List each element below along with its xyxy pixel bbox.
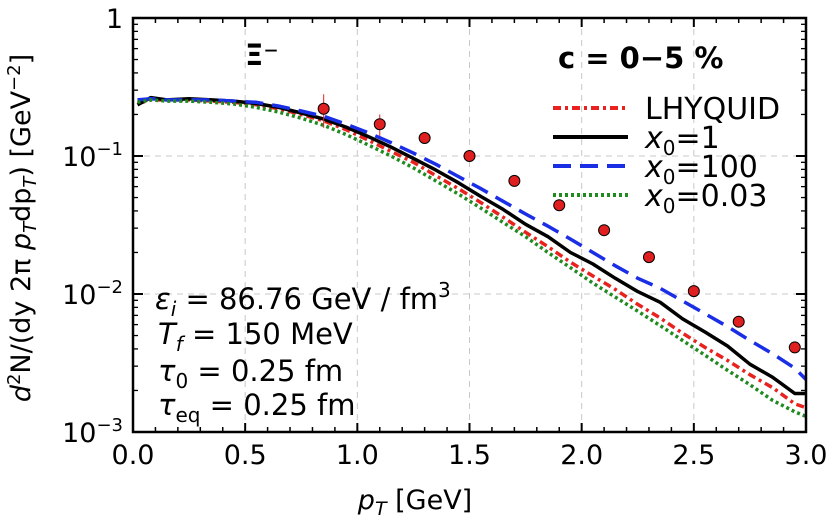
- annotation-tau-eq: τeq = 0.25 fm: [158, 388, 355, 427]
- x-tick-label: 1.0: [336, 440, 379, 471]
- x-tick-label: 3.0: [785, 440, 828, 471]
- particle-label: Ξ⁻: [245, 38, 279, 72]
- legend-label-3: x0=0.03: [644, 179, 767, 218]
- data-point: [732, 315, 745, 328]
- data-points: [317, 94, 801, 354]
- y-tick-label: 1: [106, 4, 123, 35]
- data-point: [642, 251, 655, 264]
- data-point: [788, 341, 801, 354]
- series-line-3: [137, 98, 807, 418]
- x-tick-label: 2.5: [672, 440, 715, 471]
- y-tick-labels: 10−3 10−2 10−1 1: [62, 4, 123, 449]
- curves: [136, 95, 808, 418]
- legend-label-0: LHYQUID: [645, 92, 780, 127]
- x-tick-label: 2.0: [560, 440, 603, 471]
- legend-label-2: x0=100: [644, 150, 758, 189]
- x-tick-label: 1.5: [448, 440, 491, 471]
- y-tick-label: 10−3: [62, 415, 123, 449]
- data-point: [418, 132, 431, 145]
- x-tick-label: 0.0: [112, 440, 155, 471]
- x-tick-label: 0.5: [224, 440, 267, 471]
- data-point: [373, 118, 386, 131]
- legend-label-1: x0=1: [644, 121, 720, 160]
- data-point: [598, 224, 611, 237]
- ticks: [132, 17, 807, 433]
- series-line-1: [136, 95, 806, 396]
- data-point: [463, 150, 476, 162]
- data-point: [553, 199, 566, 212]
- data-point: [508, 174, 521, 187]
- annotation-freezeout-temperature: Tf = 150 MeV: [158, 317, 353, 356]
- data-point: [687, 285, 700, 298]
- x-axis-title: pT [GeV]: [357, 485, 472, 520]
- annotation-tau0: τ0 = 0.25 fm: [158, 354, 343, 393]
- data-point: [317, 102, 330, 115]
- annotation-energy-density: εi = 86.76 GeV / fm3: [155, 278, 451, 321]
- y-axis-title: d2N/(dy 2π pTdpT) [GeV−2]: [4, 54, 41, 402]
- y-tick-label: 10−1: [62, 139, 123, 173]
- y-tick-label: 10−2: [62, 277, 123, 311]
- x-tick-labels: 0.0 0.5 1.0 1.5 2.0 2.5 3.0: [112, 440, 828, 471]
- grid: [133, 18, 806, 432]
- centrality-label: c = 0−5 %: [558, 41, 724, 75]
